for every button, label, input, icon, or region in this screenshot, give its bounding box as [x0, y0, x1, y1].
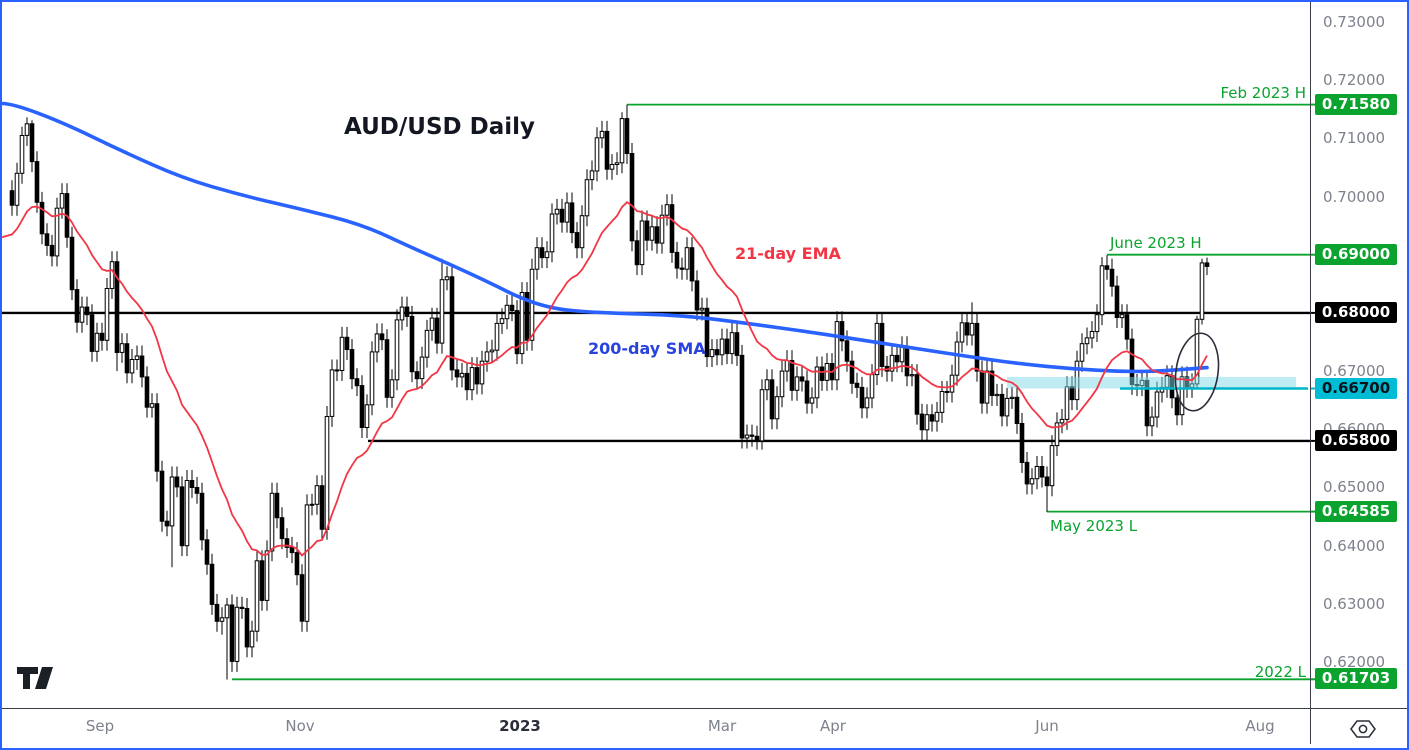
- candlestick-series: [9, 104, 1210, 680]
- page-title: AUD/USD Daily: [344, 114, 535, 140]
- price-badge-0.71580[interactable]: 0.71580: [1315, 94, 1397, 115]
- price-badge-0.61703[interactable]: 0.61703: [1315, 668, 1397, 689]
- level-label-feb-2023-high: Feb 2023 H: [1220, 84, 1306, 102]
- price-tick-0.73000: 0.73000: [1323, 13, 1386, 31]
- highlight-ellipse[interactable]: [1171, 330, 1223, 413]
- price-badge-0.65800[interactable]: 0.65800: [1315, 430, 1397, 451]
- time-axis[interactable]: Sep Nov 2023 Mar Apr Jun Aug: [0, 709, 1409, 744]
- price-badge-0.68000[interactable]: 0.68000: [1315, 302, 1397, 323]
- price-badge-0.69000[interactable]: 0.69000: [1315, 244, 1397, 265]
- price-badge-0.64585[interactable]: 0.64585: [1315, 501, 1397, 522]
- level-label-may-2023-low: May 2023 L: [1050, 517, 1138, 535]
- price-tick-0.63000: 0.63000: [1323, 595, 1386, 613]
- price-tick-0.70000: 0.70000: [1323, 188, 1386, 206]
- level-label-2022-low: 2022 L: [1254, 663, 1306, 681]
- price-badge-0.66700[interactable]: 0.66700: [1315, 378, 1397, 399]
- tradingview-logo-icon[interactable]: [16, 665, 62, 691]
- price-tick-0.64000: 0.64000: [1323, 537, 1386, 555]
- price-axis[interactable]: 0.73000 0.72000 0.71000 0.70000 0.67000 0.660…: [1310, 0, 1409, 708]
- time-tick-Sep: Sep: [85, 717, 115, 735]
- time-tick-2023: 2023: [499, 717, 541, 735]
- sma-200-line[interactable]: [0, 101, 1209, 374]
- eye-icon[interactable]: [1348, 718, 1378, 740]
- price-tick-0.72000: 0.72000: [1323, 71, 1386, 89]
- support-zone[interactable]: [1007, 376, 1296, 389]
- time-tick-Nov: Nov: [285, 717, 315, 735]
- time-tick-Apr: Apr: [820, 717, 846, 735]
- price-tick-0.65000: 0.65000: [1323, 478, 1386, 496]
- ema-21-line[interactable]: [1, 201, 1208, 557]
- time-tick-Mar: Mar: [707, 717, 737, 735]
- level-label-june-2023-high: June 2023 H: [1110, 234, 1202, 252]
- time-axis-separator: [0, 708, 1409, 709]
- price-axis-separator: [1310, 0, 1311, 744]
- price-tick-0.71000: 0.71000: [1323, 129, 1386, 147]
- time-tick-Jun: Jun: [1035, 717, 1059, 735]
- ema-21-label: 21-day EMA: [735, 244, 841, 263]
- sma-200-label: 200-day SMA: [588, 339, 706, 358]
- price-tick-0.67000: 0.67000: [1323, 362, 1386, 380]
- price-tick-0.62000: 0.62000: [1323, 653, 1386, 671]
- time-tick-Aug: Aug: [1245, 717, 1275, 735]
